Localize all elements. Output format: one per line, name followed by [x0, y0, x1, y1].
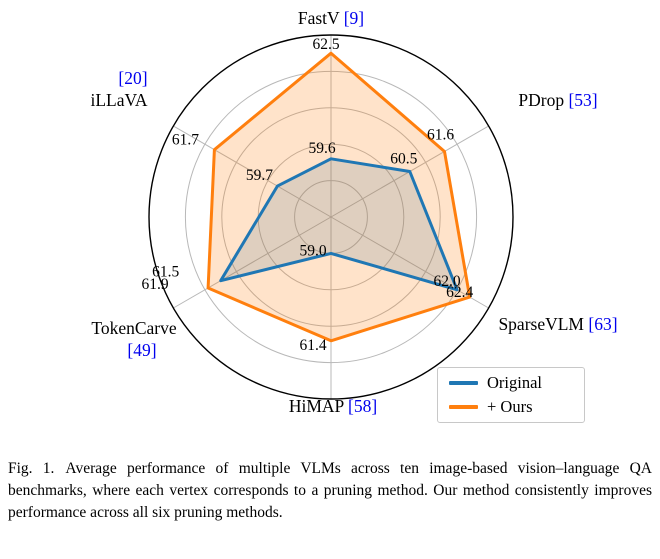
axis-label-tokencarve: TokenCarve	[91, 318, 177, 338]
radar-chart: 59.6 60.5 62.0 59.0 61.5 59.7 62.5 61.6 62.4 61.4…	[90, 8, 617, 416]
radar-axis-spoke	[173, 216, 332, 309]
legend-item-ours: + Ours	[449, 396, 584, 416]
vertex-value-label: 61.9	[142, 276, 169, 293]
vertex-value-label: 61.5	[152, 264, 179, 281]
series-fill-ours	[208, 53, 470, 341]
axis-label-sparsevlm: SparseVLM [63]	[498, 314, 617, 334]
axis-label-fastv: FastV [9]	[298, 8, 364, 28]
vertex-value-label: 59.7	[246, 167, 273, 184]
figure-caption: Fig. 1. Average performance of multiple V…	[0, 450, 660, 524]
radar-axis-spoke	[330, 216, 489, 309]
legend-line-original	[449, 381, 478, 386]
series-line-ours	[206, 51, 472, 343]
vertex-value-label: 62.0	[434, 273, 461, 290]
vertex-value-label: 61.4	[299, 337, 326, 354]
vertex-value-label: 61.6	[427, 127, 454, 144]
radar-outer-circle	[148, 34, 514, 400]
vertex-value-label: 62.4	[446, 284, 473, 301]
vertex-value-label: 62.5	[312, 36, 339, 53]
radar-axis-spoke	[173, 125, 332, 218]
vertex-value-label: 61.7	[172, 132, 199, 149]
legend-label-original: Original	[487, 373, 542, 392]
axis-label-illava: [20]	[118, 68, 147, 88]
axis-label-illava: iLLaVA	[90, 90, 147, 110]
vertex-value-label: 59.0	[299, 242, 326, 259]
axis-label-himap: HiMAP [58]	[289, 396, 377, 416]
legend-label-ours: + Ours	[487, 396, 533, 416]
legend-item-original: Original	[449, 373, 584, 392]
radar-figure: 59.6 60.5 62.0 59.0 61.5 59.7 62.5 61.6 62.4 61.4…	[90, 8, 618, 423]
caption-label: Fig. 1.	[8, 460, 55, 477]
vertex-value-label: 59.6	[308, 140, 335, 157]
axis-label-tokencarve: [49]	[127, 340, 156, 360]
vertex-value-label: 60.5	[390, 151, 417, 168]
legend-line-ours	[449, 404, 478, 409]
series-fill-original	[220, 158, 458, 290]
axis-label-pdrop: PDrop [53]	[518, 90, 597, 110]
series-line-original	[219, 157, 459, 292]
chart-legend: Original + Ours	[437, 367, 585, 423]
caption-text: Average performance of multiple VLMs acr…	[8, 460, 652, 521]
